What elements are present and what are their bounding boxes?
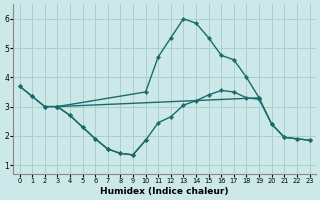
X-axis label: Humidex (Indice chaleur): Humidex (Indice chaleur)	[100, 187, 229, 196]
